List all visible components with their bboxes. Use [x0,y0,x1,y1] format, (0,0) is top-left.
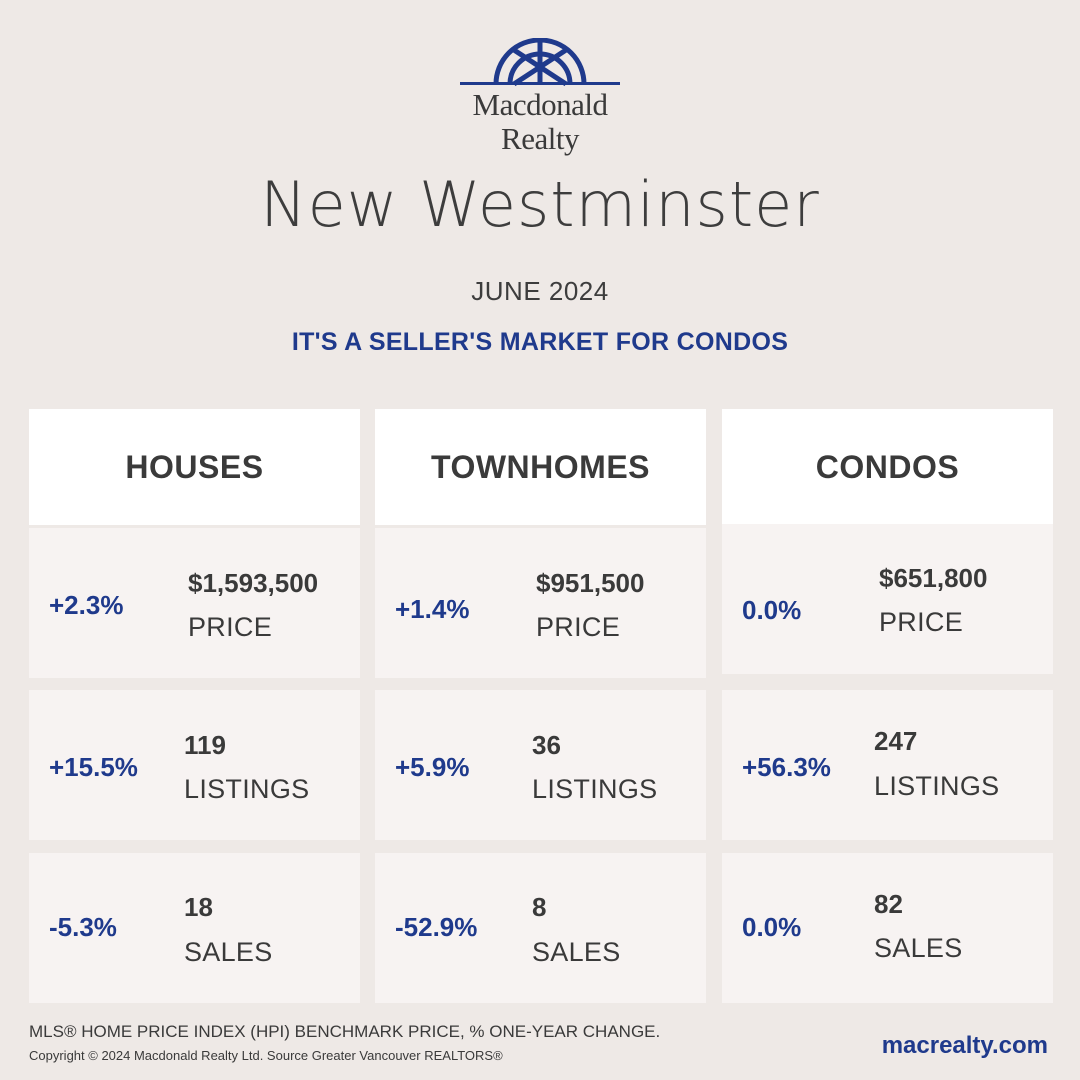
price-change: +1.4% [395,594,470,624]
sales-card: 0.0% 82 SALES [722,853,1053,1003]
hpi-footnote: MLS® HOME PRICE INDEX (HPI) BENCHMARK PR… [29,1022,661,1041]
price-change: +2.3% [49,590,124,620]
sales-change: 0.0% [742,912,802,942]
sales-card: -52.9% 8 SALES [375,853,706,1003]
listings-label: LISTINGS [532,774,658,804]
listings-change: +5.9% [395,752,470,782]
sales-label: SALES [184,937,273,967]
sales-change: -5.3% [49,912,117,942]
listings-card: +5.9% 36 LISTINGS [375,690,706,840]
sales-label: SALES [532,937,621,967]
sales-value: 8 [532,892,547,922]
condos-column: CONDOS 0.0% $651,800 PRICE +56.3% 247 LI… [722,409,1053,1003]
listings-card: +15.5% 119 LISTINGS [29,690,360,840]
copyright-text: Copyright © 2024 Macdonald Realty Ltd. S… [29,1048,503,1063]
price-change: 0.0% [742,595,802,625]
price-card: +1.4% $951,500 PRICE [375,528,706,678]
houses-column: HOUSES +2.3% $1,593,500 PRICE +15.5% 119… [29,409,360,1003]
website-link[interactable]: macrealty.com [881,1032,1048,1059]
column-title: TOWNHOMES [375,409,706,525]
price-label: PRICE [536,612,621,642]
price-card: +2.3% $1,593,500 PRICE [29,528,360,678]
price-label: PRICE [188,612,273,642]
listings-value: 119 [184,730,226,760]
market-tagline: IT'S A SELLER'S MARKET FOR CONDOS [291,328,789,356]
listings-label: LISTINGS [874,771,1000,801]
brand-name-line2: Realty [501,121,579,156]
brand-name-line1: Macdonald [472,87,608,122]
townhomes-column: TOWNHOMES +1.4% $951,500 PRICE +5.9% 36 … [375,409,706,1003]
sales-change: -52.9% [395,912,478,942]
price-value: $1,593,500 [188,568,319,598]
price-card: 0.0% $651,800 PRICE [722,524,1053,674]
listings-change: +15.5% [49,752,138,782]
report-month: JUNE 2024 [471,276,609,306]
listings-change: +56.3% [742,752,831,782]
price-label: PRICE [879,607,964,637]
macdonald-realty-emblem-icon [460,38,620,87]
price-value: $951,500 [536,568,645,598]
column-title: CONDOS [722,409,1053,525]
listings-label: LISTINGS [184,774,310,804]
listings-value: 247 [874,726,918,756]
column-title: HOUSES [29,409,360,525]
price-value: $651,800 [879,563,988,593]
sales-card: -5.3% 18 SALES [29,853,360,1003]
sales-value: 18 [184,892,213,922]
sales-value: 82 [874,889,903,919]
sales-label: SALES [874,933,963,963]
page-title: New Westminster [260,168,820,241]
listings-value: 36 [532,730,561,760]
brand-logo: Macdonald Realty [0,38,1080,156]
listings-card: +56.3% 247 LISTINGS [722,690,1053,840]
